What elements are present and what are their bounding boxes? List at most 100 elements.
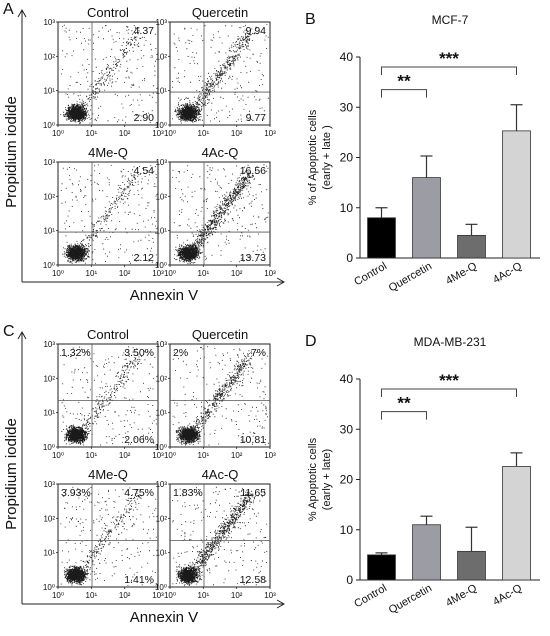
y-tick-label: 10³: [43, 340, 55, 349]
significance-label: ***: [439, 371, 459, 390]
x-tick-label: 10⁰: [164, 451, 176, 460]
x-tick-label: 10¹: [86, 591, 98, 600]
x-tick-label: 10¹: [86, 269, 98, 278]
quadrant-upper-right-value: 4.75%: [124, 487, 154, 499]
y-tick-label: 20: [340, 473, 354, 487]
category-label: Control: [352, 260, 389, 288]
y-tick-label: 10⁰: [155, 583, 167, 592]
scatter-dots: [172, 24, 269, 124]
scatter-dots: [60, 24, 157, 125]
quadrant-lower-right-value: 13.73: [240, 252, 266, 264]
y-tick-label: 0: [346, 251, 353, 265]
y-tick-label: 10²: [155, 52, 167, 61]
y-tick-label: 10⁰: [43, 443, 55, 452]
y-tick-label: 10⁰: [43, 583, 55, 592]
panel-letter: B: [305, 11, 316, 28]
x-tick-label: 10¹: [86, 451, 98, 460]
y-tick-label: 40: [340, 50, 354, 64]
significance-label: ***: [439, 49, 459, 68]
x-tick-label: 10²: [231, 129, 243, 138]
y-tick-label: 10⁰: [155, 443, 167, 452]
x-tick-label: 10³: [152, 591, 164, 600]
panel-letter: A: [3, 1, 14, 18]
y-tick-label: 10³: [155, 158, 167, 167]
x-tick-label: 10⁰: [164, 269, 176, 278]
y-axis-arrowhead: [17, 8, 27, 18]
category-label: 4Me-Q: [444, 260, 479, 287]
y-tick-label: 10³: [43, 158, 55, 167]
bar-chart-d: D MDA-MB-231 0 10 20 30 40 % Apoptotic cells (ea…: [305, 333, 540, 616]
quadrant-upper-right-value: 4.54: [134, 165, 155, 177]
y-tick-label: 10: [340, 523, 354, 537]
bar-4me-q: [457, 234, 486, 259]
y-axis-label-secondary: (early + late ): [321, 125, 333, 190]
significance-bracket: [381, 89, 427, 98]
quadrant-upper-right-value: 9.94: [246, 25, 267, 37]
y-tick-label: 30: [340, 422, 354, 436]
quadrant-upper-left-value: 1.32%: [61, 347, 91, 359]
bar-quercetin: [412, 177, 441, 259]
y-tick-label: 10²: [43, 514, 55, 523]
y-axis-arrowhead: [17, 330, 27, 340]
plot-title: 4Ac-Q: [202, 467, 239, 482]
y-tick-label: 10¹: [155, 87, 167, 96]
x-tick-label: 10³: [264, 129, 276, 138]
y-tick-label: 10³: [155, 18, 167, 27]
x-tick-label: 10³: [264, 451, 276, 460]
quadrant-lower-right-value: 12.58: [240, 574, 266, 586]
scatter-dots: [60, 486, 157, 586]
category-label: Quercetin: [387, 582, 434, 616]
y-tick-label: 10³: [155, 340, 167, 349]
x-tick-label: 10⁰: [52, 269, 64, 278]
bar-control: [367, 554, 396, 581]
y-tick-label: 30: [340, 100, 354, 114]
quadrant-upper-right-value: 3.50%: [124, 347, 154, 359]
x-tick-label: 10²: [231, 451, 243, 460]
bar-4me-q: [457, 550, 486, 581]
y-tick-label: 10¹: [43, 549, 55, 558]
y-tick-label: 10⁰: [155, 261, 167, 270]
quadrant-lower-right-value: 2.06%: [124, 434, 154, 446]
x-tick-label: 10¹: [198, 591, 210, 600]
x-axis-arrowhead: [276, 277, 286, 287]
plot-title: 4Me-Q: [88, 467, 128, 482]
scatter-dots: [172, 346, 269, 446]
plot-title: 4Ac-Q: [202, 145, 239, 160]
y-tick-label: 40: [340, 372, 354, 386]
x-axis-label: Annexin V: [130, 287, 198, 304]
plot-title: 4Me-Q: [88, 145, 128, 160]
significance-label: **: [397, 394, 411, 413]
y-tick-label: 10¹: [155, 227, 167, 236]
category-label: 4Ac-Q: [491, 582, 524, 608]
y-tick-label: 20: [340, 151, 354, 165]
panel-letter: C: [3, 323, 15, 340]
y-tick-label: 10⁰: [43, 121, 55, 130]
x-tick-label: 10³: [264, 591, 276, 600]
scatter-dots: [60, 164, 157, 264]
x-tick-label: 10³: [152, 451, 164, 460]
plot-title: Quercetin: [192, 327, 248, 342]
y-tick-label: 0: [346, 573, 353, 587]
x-axis-arrowhead: [276, 599, 286, 609]
significance-bracket: [381, 66, 517, 76]
significance-label: **: [397, 72, 411, 91]
category-label: 4Me-Q: [444, 582, 479, 609]
y-axis-label: Propidium iodide: [3, 418, 20, 530]
quadrant-lower-right-value: 1.41%: [124, 574, 154, 586]
panel-letter: D: [305, 333, 317, 350]
x-tick-label: 10³: [152, 269, 164, 278]
x-axis-label: Annexin V: [130, 609, 198, 626]
x-tick-label: 10⁰: [52, 591, 64, 600]
y-tick-label: 10¹: [43, 227, 55, 236]
y-tick-label: 10¹: [155, 549, 167, 558]
x-tick-label: 10⁰: [52, 451, 64, 460]
plot-title: Quercetin: [192, 5, 248, 20]
scatter-dots: [172, 486, 268, 587]
scatter-dots: [60, 346, 157, 446]
plot-title: Control: [87, 327, 129, 342]
quadrant-lower-right-value: 9.77: [246, 112, 267, 124]
y-axis-label: % Apoptotic cells: [307, 437, 319, 521]
quadrant-upper-right-value: 7%: [251, 347, 266, 359]
